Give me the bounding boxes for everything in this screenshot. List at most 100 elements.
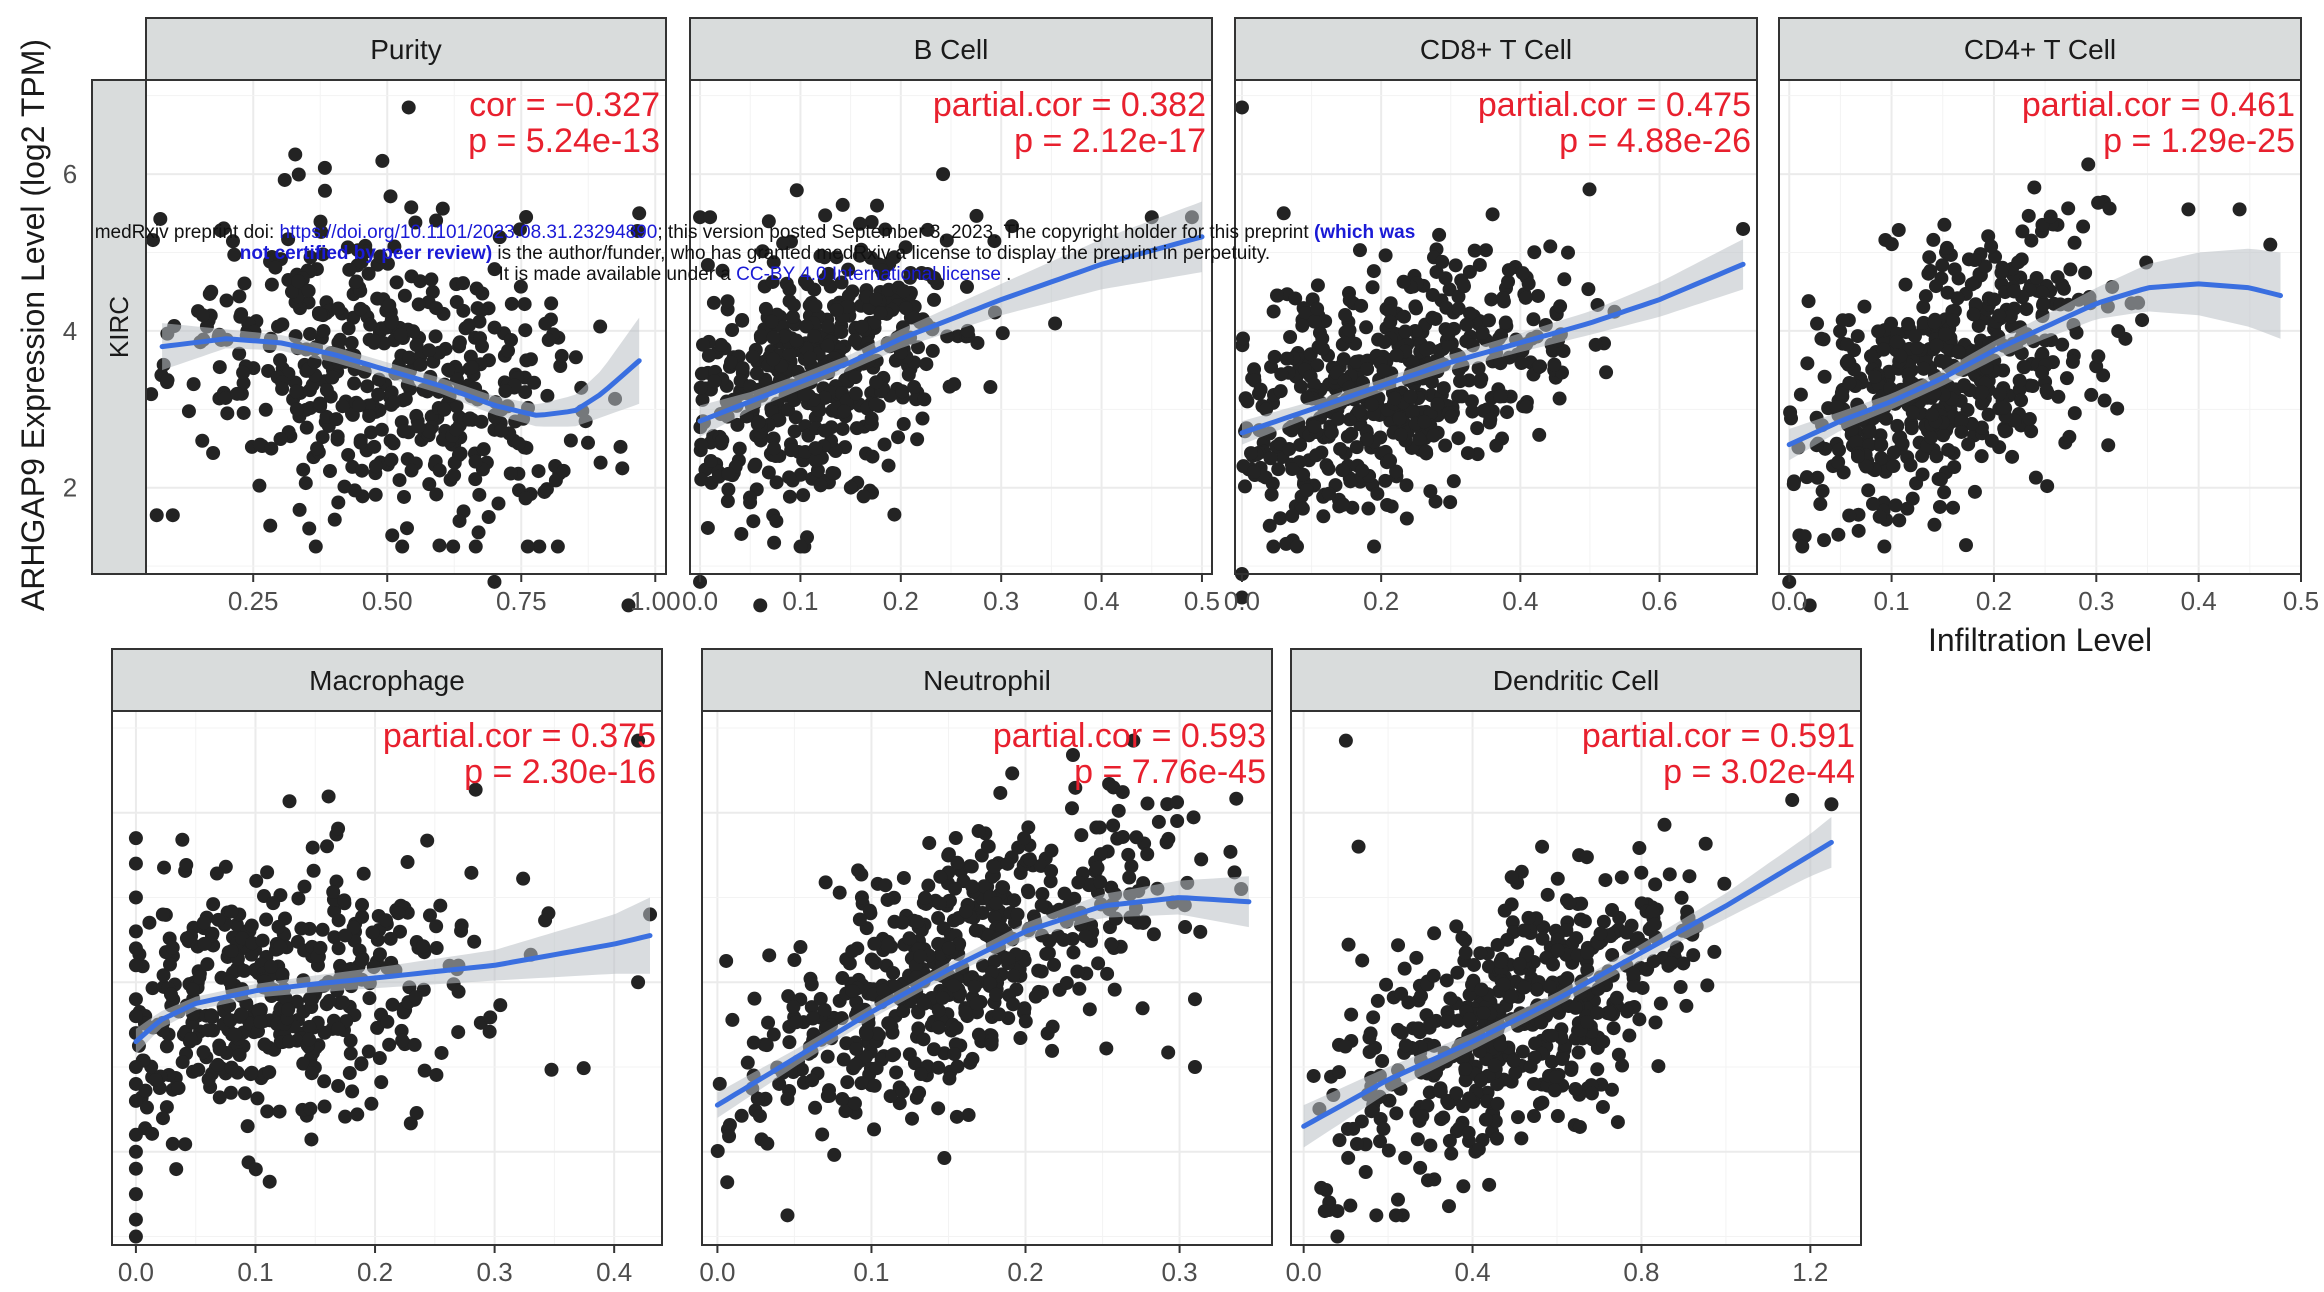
data-point xyxy=(310,441,325,456)
data-point xyxy=(1545,343,1560,358)
data-point xyxy=(314,224,329,239)
data-point xyxy=(950,855,965,870)
data-point xyxy=(1426,428,1441,443)
data-point xyxy=(1950,291,1965,306)
data-point xyxy=(1462,306,1477,321)
data-point xyxy=(793,467,808,482)
data-point xyxy=(712,1076,727,1091)
data-point xyxy=(1581,282,1596,297)
data-point xyxy=(1389,464,1404,479)
data-point xyxy=(1336,352,1351,367)
data-point xyxy=(1405,405,1420,420)
data-point xyxy=(742,490,757,505)
data-point xyxy=(1657,817,1672,832)
data-point xyxy=(1017,1001,1032,1016)
data-point xyxy=(1267,349,1282,364)
data-point xyxy=(1571,1045,1586,1060)
data-point xyxy=(1717,876,1732,891)
data-point xyxy=(917,392,932,407)
data-point xyxy=(1414,988,1429,1003)
data-point xyxy=(1954,424,1969,439)
data-point xyxy=(1974,449,1989,464)
data-point xyxy=(1375,1054,1390,1069)
data-point xyxy=(631,975,646,990)
data-point xyxy=(306,863,321,878)
data-point xyxy=(864,214,879,229)
data-point xyxy=(1438,271,1453,286)
data-point xyxy=(1366,264,1381,279)
data-point xyxy=(531,464,546,479)
data-point xyxy=(1266,304,1281,319)
data-point xyxy=(386,395,401,410)
data-point xyxy=(1458,1073,1473,1088)
data-point xyxy=(1330,1204,1345,1219)
data-point xyxy=(1957,378,1972,393)
data-point xyxy=(396,424,411,439)
data-point xyxy=(456,276,471,291)
data-point xyxy=(1397,309,1412,324)
data-point xyxy=(984,1037,999,1052)
data-point xyxy=(1496,291,1511,306)
x-tick-label: 0.0 xyxy=(1224,586,1260,616)
data-point xyxy=(396,489,411,504)
data-point xyxy=(331,1078,346,1093)
doi-link[interactable]: https://doi.org/10.1101/2023.08.31.23294… xyxy=(279,222,658,243)
data-point xyxy=(350,243,365,258)
data-point xyxy=(817,390,832,405)
data-point xyxy=(1419,342,1434,357)
data-point xyxy=(1285,462,1300,477)
data-point xyxy=(1330,1229,1345,1244)
data-point xyxy=(1481,959,1496,974)
data-point xyxy=(1593,926,1608,941)
data-point xyxy=(315,922,330,937)
data-point xyxy=(1170,795,1185,810)
data-point xyxy=(1456,277,1471,292)
data-point xyxy=(1938,327,1953,342)
data-point xyxy=(273,432,288,447)
data-point xyxy=(145,233,160,248)
data-point xyxy=(408,990,423,1005)
data-point xyxy=(1926,232,1941,247)
data-point xyxy=(255,933,270,948)
data-point xyxy=(273,939,288,954)
data-point xyxy=(411,419,426,434)
data-point xyxy=(353,301,368,316)
data-point xyxy=(630,223,645,238)
data-point xyxy=(1446,474,1461,489)
data-point xyxy=(367,439,382,454)
data-point xyxy=(1443,991,1458,1006)
data-point xyxy=(1786,477,1801,492)
data-point xyxy=(1848,434,1863,449)
data-point xyxy=(1928,279,1943,294)
data-point xyxy=(720,494,735,509)
data-point xyxy=(715,433,730,448)
data-point xyxy=(1884,237,1899,252)
panel-strip xyxy=(145,17,667,81)
data-point xyxy=(1022,852,1037,867)
data-point xyxy=(985,965,1000,980)
data-point xyxy=(303,250,318,265)
data-point xyxy=(368,487,383,502)
data-point xyxy=(1467,243,1482,258)
x-tick-label: 0.8 xyxy=(1623,1257,1659,1287)
p-value-label: p = 5.24e-13 xyxy=(468,122,660,160)
data-point xyxy=(1557,272,1572,287)
data-point xyxy=(947,377,962,392)
data-point xyxy=(1903,458,1918,473)
data-point xyxy=(766,441,781,456)
data-point xyxy=(767,535,782,550)
data-point xyxy=(204,1008,219,1023)
data-point xyxy=(200,957,215,972)
data-point xyxy=(1307,377,1322,392)
data-point xyxy=(1544,1028,1559,1043)
data-point xyxy=(1423,1138,1438,1153)
data-point xyxy=(939,233,954,248)
data-point xyxy=(881,458,896,473)
data-point xyxy=(483,1010,498,1025)
data-point xyxy=(1288,291,1303,306)
data-point xyxy=(1006,997,1021,1012)
y-tick-label: 4 xyxy=(63,316,77,346)
data-point xyxy=(1436,381,1451,396)
data-point xyxy=(1542,979,1557,994)
license-link[interactable]: CC-BY 4.0 International license xyxy=(736,264,1001,285)
